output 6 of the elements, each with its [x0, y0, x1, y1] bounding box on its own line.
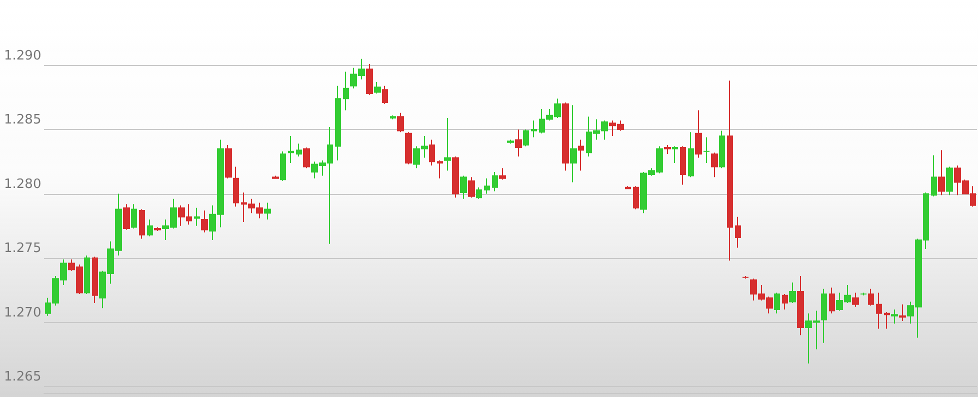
y-tick-label: 1.285: [4, 112, 42, 128]
y-tick-label: 1.275: [4, 241, 42, 256]
y-tick-label: 1.290: [4, 48, 42, 64]
y-tick-label: 1.270: [4, 305, 42, 320]
y-tick-label: 1.280: [4, 176, 42, 192]
y-tick-label: 1.265: [4, 370, 42, 385]
